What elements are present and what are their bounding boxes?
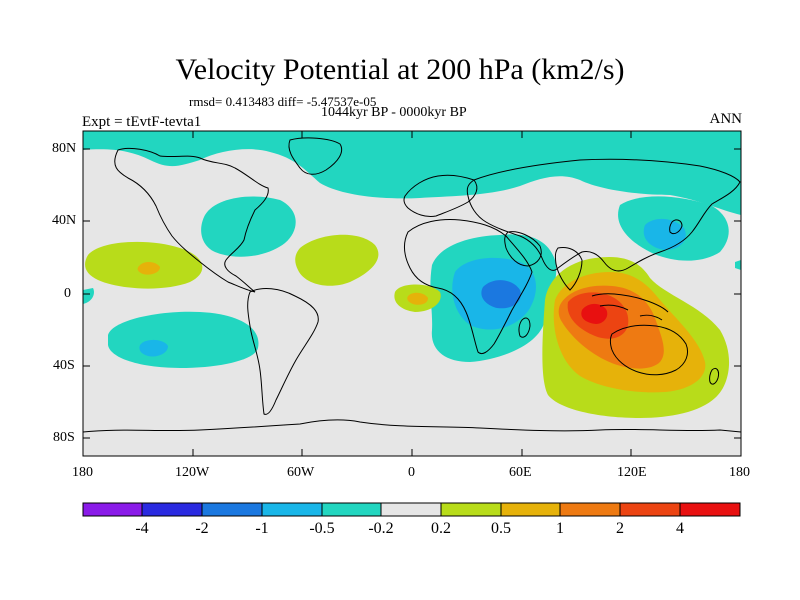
coastline-greenland	[288, 137, 343, 175]
contour-negative-spacific	[108, 311, 259, 368]
coastline-europe	[403, 174, 478, 217]
contour-negative-spacific-core	[139, 339, 168, 357]
coastline-maritime-continent	[591, 293, 669, 321]
coastline-south-america	[247, 288, 319, 415]
colorbar-box-1	[83, 503, 142, 516]
colorbar-label-5: -0.2	[368, 520, 394, 537]
contour-negative-arctic	[83, 131, 741, 215]
colorbar-box-3	[202, 503, 262, 516]
contour-positive-atlantic	[295, 234, 379, 286]
colorbar-label-4: -0.5	[309, 520, 335, 537]
axis-ticks	[83, 131, 741, 456]
coastline-india	[554, 247, 583, 291]
colorbar-label-7: 0.5	[491, 520, 511, 537]
lon-label-0: 0	[408, 465, 415, 480]
coastline-antarctica	[83, 419, 741, 433]
lat-label-80s: 80S	[53, 430, 75, 445]
contour-positive-indopacific-peak	[581, 303, 608, 324]
colorbar-label-6: 0.2	[431, 520, 451, 537]
coastline-arabia	[504, 231, 542, 267]
lon-label-180-right: 180	[729, 465, 750, 480]
coastline-asia	[466, 158, 741, 272]
lon-label-120w: 120W	[175, 465, 210, 480]
colorbar-box-8	[501, 503, 560, 516]
coastline-north-america	[114, 147, 269, 293]
coastline-australia	[610, 324, 689, 376]
coastlines	[83, 137, 741, 433]
experiment-label: Expt = tEvtF-tevta1	[82, 114, 202, 130]
plot-title: Velocity Potential at 200 hPa (km2/s)	[175, 53, 625, 86]
coastline-africa	[403, 219, 533, 355]
contour-positive-npacific-core	[137, 261, 160, 275]
colorbar-box-2	[142, 503, 202, 516]
stats-line: rmsd= 0.413483 diff= -5.47537e-05	[189, 94, 377, 109]
coastline-madagascar	[518, 317, 531, 338]
colorbar-label-3: -1	[255, 520, 269, 537]
lon-label-180-left: 180	[72, 465, 93, 480]
colorbar-box-10	[620, 503, 680, 516]
colorbar-label-9: 2	[616, 520, 624, 537]
colorbar-box-4	[262, 503, 322, 516]
contour-field	[83, 131, 741, 456]
colorbar-box-6	[381, 503, 441, 516]
contour-negative-small-1	[218, 327, 229, 335]
colorbar	[82, 502, 741, 517]
lon-label-60e: 60E	[509, 465, 532, 480]
contour-positive-gulfguinea-core	[407, 292, 428, 305]
colorbar-box-11	[680, 503, 740, 516]
colorbar-box-5	[322, 503, 381, 516]
contour-negative-small-3	[735, 260, 741, 270]
contour-negative-small-2	[83, 288, 94, 304]
period-label: 1044kyr BP - 0000kyr BP	[321, 105, 467, 120]
contour-negative-africa-core	[481, 280, 521, 309]
coastline-new-zealand	[709, 367, 719, 385]
lat-label-40s: 40S	[53, 358, 75, 373]
lat-label-0: 0	[64, 286, 71, 301]
lat-label-40n: 40N	[52, 213, 77, 228]
lon-label-120e: 120E	[617, 465, 647, 480]
colorbar-label-8: 1	[556, 520, 564, 537]
colorbar-label-10: 4	[676, 520, 684, 537]
colorbar-box-7	[441, 503, 501, 516]
colorbar-box-9	[560, 503, 620, 516]
colorbar-label-2: -2	[195, 520, 209, 537]
colorbar-label-1: -4	[135, 520, 149, 537]
lon-label-60w: 60W	[287, 465, 315, 480]
season-label: ANN	[709, 111, 743, 127]
coastline-japan	[669, 219, 683, 235]
contour-negative-easia-core	[643, 218, 686, 250]
contour-negative-natlantic	[201, 196, 296, 257]
lat-label-80n: 80N	[52, 141, 77, 156]
